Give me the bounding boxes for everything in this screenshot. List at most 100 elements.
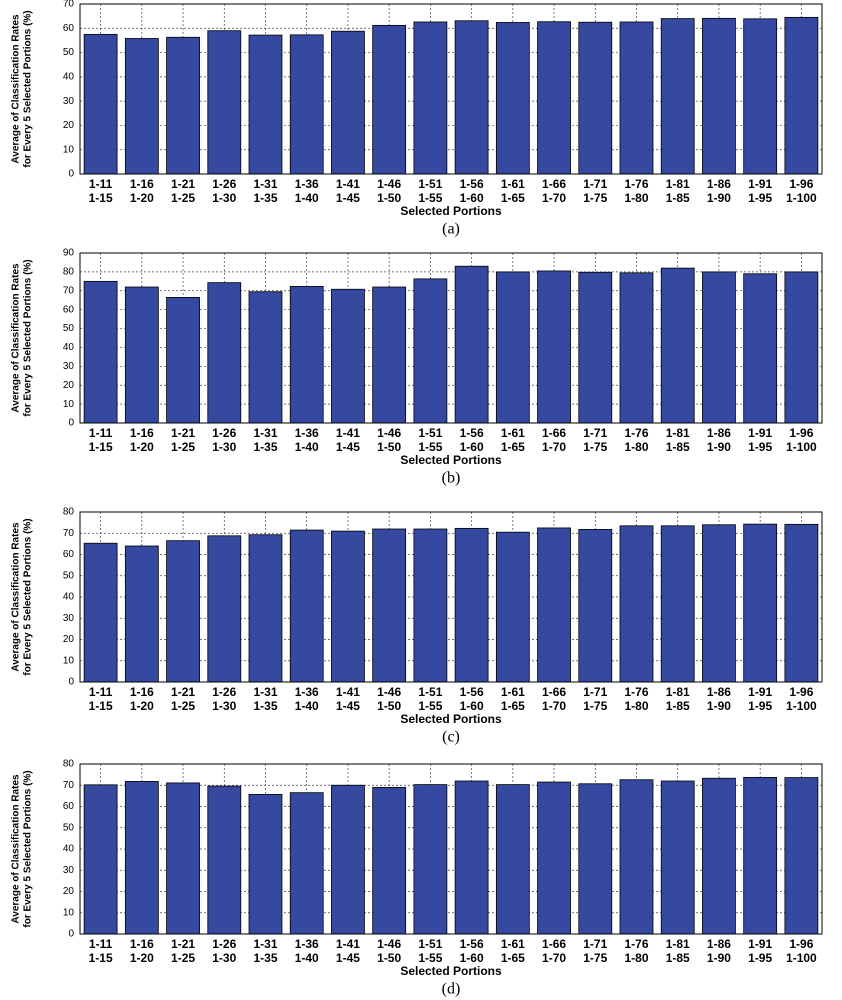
x-tick-label: 1-51 (418, 177, 442, 191)
x-tick-label: 1-60 (460, 440, 484, 454)
y-tick-label: 60 (63, 23, 75, 34)
x-tick-label: 1-66 (542, 685, 566, 699)
x-tick-label: 1-36 (295, 426, 319, 440)
x-tick-label: 1-41 (336, 177, 360, 191)
bar (166, 540, 200, 683)
x-tick-label: 1-95 (748, 951, 772, 965)
bar (83, 33, 118, 175)
x-axis-label: Selected Portions (400, 453, 502, 467)
x-tick-label: 1-35 (253, 191, 277, 205)
x-tick-label: 1-90 (707, 191, 731, 205)
y-axis-label: for Every 5 Selected Portions (%) (23, 259, 34, 416)
x-tick-label: 1-36 (295, 937, 319, 951)
bar (207, 282, 242, 424)
x-tick-label: 1-100 (786, 951, 817, 965)
x-tick-label: 1-91 (748, 426, 772, 440)
x-tick-label: 1-60 (460, 191, 484, 205)
x-tick-label: 1-76 (624, 685, 648, 699)
x-tick-label: 1-60 (460, 699, 484, 713)
panel-caption: (a) (442, 221, 460, 238)
bar (660, 267, 695, 424)
y-axis-label: Average of Classification Rates (11, 14, 22, 164)
bar (454, 265, 489, 424)
x-tick-label: 1-40 (295, 440, 319, 454)
x-tick-label: 1-86 (707, 177, 731, 191)
x-tick-label: 1-46 (377, 426, 401, 440)
x-tick-label: 1-71 (583, 685, 607, 699)
bar (331, 288, 365, 424)
x-tick-label: 1-70 (542, 699, 566, 713)
x-tick-label: 1-26 (212, 685, 236, 699)
x-tick-label: 1-60 (460, 951, 484, 965)
x-tick-label: 1-46 (377, 937, 401, 951)
y-tick-label: 10 (63, 655, 75, 666)
plot-frame (79, 3, 823, 175)
bar (331, 530, 365, 683)
bar (660, 525, 695, 683)
chart: 010203040506070801-111-151-161-201-211-2… (11, 759, 823, 998)
bar (166, 782, 200, 935)
x-tick-label: 1-71 (583, 426, 607, 440)
x-tick-label: 1-46 (377, 177, 401, 191)
bar (537, 781, 571, 935)
y-tick-label: 10 (63, 907, 75, 918)
x-tick-label: 1-75 (583, 699, 607, 713)
x-tick-label: 1-76 (624, 937, 648, 951)
bar (702, 17, 736, 175)
y-tick-label: 50 (63, 47, 75, 58)
x-tick-label: 1-31 (253, 685, 277, 699)
bar (578, 783, 613, 935)
x-tick-label: 1-85 (666, 191, 690, 205)
bar (743, 273, 778, 424)
bar (743, 18, 778, 175)
x-tick-label: 1-86 (707, 685, 731, 699)
panel-caption: (b) (442, 470, 461, 487)
bar (248, 34, 283, 175)
x-tick-label: 1-55 (418, 440, 442, 454)
plot-frame (79, 252, 823, 424)
x-tick-label: 1-26 (212, 937, 236, 951)
x-tick-label: 1-40 (295, 699, 319, 713)
x-tick-label: 1-25 (171, 951, 195, 965)
x-tick-label: 1-91 (748, 177, 772, 191)
y-tick-label: 70 (63, 285, 75, 296)
y-axis-label: for Every 5 Selected Portions (%) (23, 518, 34, 675)
y-axis-label: for Every 5 Selected Portions (%) (23, 770, 34, 927)
x-tick-label: 1-21 (171, 177, 195, 191)
x-tick-label: 1-96 (789, 685, 813, 699)
bar (372, 786, 407, 935)
y-tick-label: 80 (63, 267, 75, 278)
x-tick-label: 1-75 (583, 440, 607, 454)
x-tick-label: 1-85 (666, 440, 690, 454)
x-tick-label: 1-91 (748, 685, 772, 699)
y-tick-label: 80 (63, 759, 75, 770)
y-axis-label: Average of Classification Rates (11, 522, 22, 672)
x-tick-label: 1-100 (786, 699, 817, 713)
x-tick-label: 1-55 (418, 699, 442, 713)
x-tick-label: 1-25 (171, 699, 195, 713)
x-tick-label: 1-21 (171, 426, 195, 440)
y-tick-label: 70 (63, 0, 75, 10)
y-tick-label: 50 (63, 323, 75, 334)
x-tick-label: 1-15 (89, 440, 113, 454)
x-tick-label: 1-35 (253, 951, 277, 965)
bar (619, 779, 654, 935)
x-tick-label: 1-30 (212, 440, 236, 454)
bar (578, 529, 613, 683)
bar (83, 784, 118, 935)
x-tick-label: 1-70 (542, 440, 566, 454)
x-tick-label: 1-30 (212, 699, 236, 713)
y-tick-label: 60 (63, 801, 75, 812)
x-tick-label: 1-96 (789, 177, 813, 191)
x-tick-label: 1-21 (171, 937, 195, 951)
bar (495, 271, 530, 424)
x-tick-label: 1-55 (418, 951, 442, 965)
bar (413, 278, 448, 424)
y-tick-label: 10 (63, 399, 75, 410)
bar (413, 21, 448, 175)
y-tick-label: 40 (63, 342, 75, 353)
bar (743, 776, 778, 935)
x-tick-label: 1-26 (212, 177, 236, 191)
x-tick-label: 1-11 (89, 937, 113, 951)
x-tick-label: 1-81 (666, 685, 690, 699)
